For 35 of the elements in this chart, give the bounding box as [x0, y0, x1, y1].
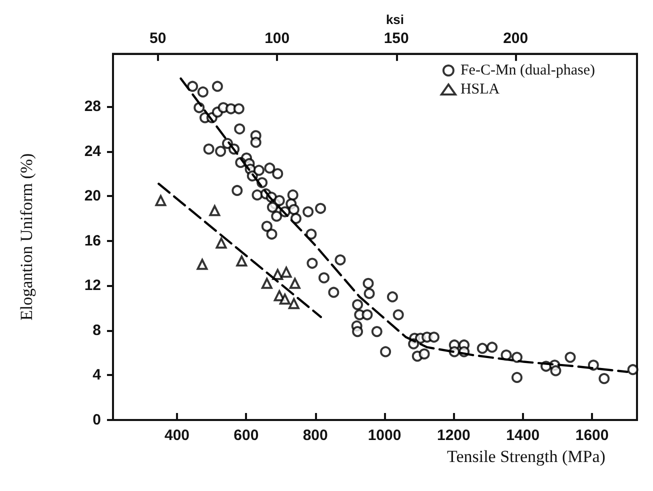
y-tick-label: 8: [92, 322, 101, 339]
x-tick-label: 1000: [368, 427, 402, 444]
point: [289, 278, 300, 289]
x-tick-label: 1600: [575, 427, 609, 444]
x2-tick-label: 100: [264, 30, 290, 47]
legend-label: Fe-C-Mn (dual-phase): [460, 62, 596, 78]
x-tick-label: 1200: [437, 427, 470, 444]
point: [209, 205, 220, 216]
point: [155, 195, 166, 206]
x-tick-label: 800: [302, 427, 328, 444]
point: [272, 268, 284, 280]
x-axis-title: Tensile Strength (MPa): [447, 447, 606, 466]
point: [236, 256, 248, 267]
y-tick-label: 0: [92, 412, 101, 428]
y-tick-label: 20: [84, 188, 101, 205]
x-tick-label: 400: [164, 427, 190, 444]
point: [288, 298, 300, 310]
y-tick-label: 24: [84, 142, 102, 160]
point: [216, 238, 227, 249]
point: [196, 258, 208, 270]
x2-tick-label: 50: [149, 30, 166, 47]
x2-axis-title: ksi: [386, 12, 404, 27]
x2-tick-label: 150: [384, 30, 409, 47]
y-tick-label: 16: [84, 232, 101, 250]
y-tick-label: 4: [92, 366, 102, 384]
point: [279, 294, 290, 305]
point: [280, 266, 292, 278]
y-axis-title: Elogantion Uniform (%): [17, 153, 36, 321]
x-tick-label: 600: [234, 427, 259, 444]
point: [261, 278, 272, 289]
x2-tick-label: 200: [503, 30, 528, 47]
x-tick-label: 1400: [506, 427, 540, 444]
y-tick-label: 28: [84, 98, 101, 116]
legend-label: HSLA: [460, 82, 500, 98]
y-tick-label: 12: [84, 277, 101, 294]
